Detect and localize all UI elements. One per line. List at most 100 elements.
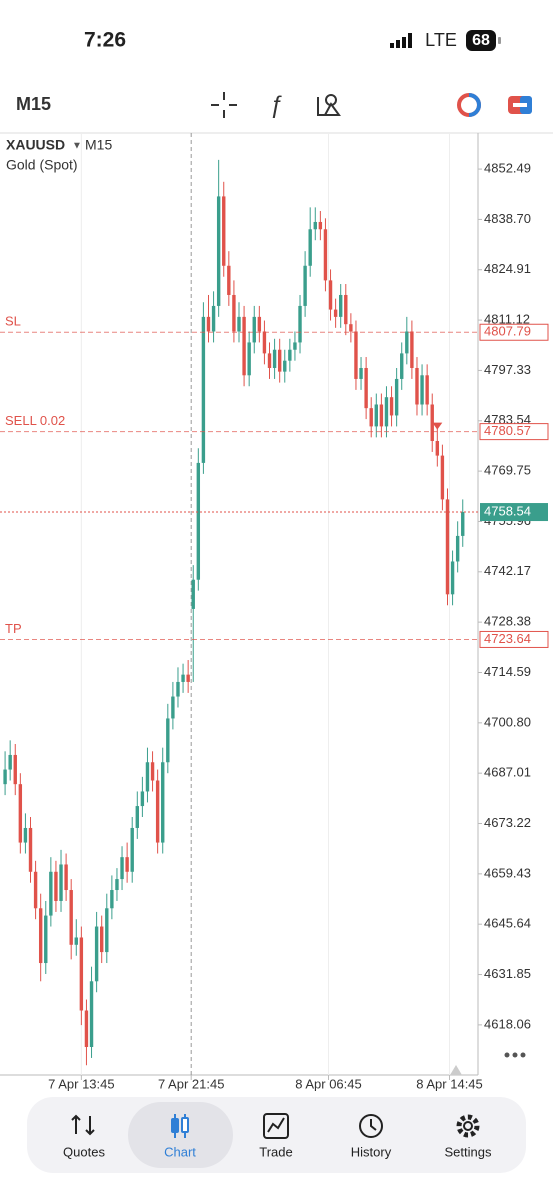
- tab-icon[interactable]: [456, 1114, 480, 1138]
- candle-body: [237, 316, 241, 332]
- candle-body: [125, 857, 129, 872]
- candle-body: [339, 294, 343, 317]
- candle-body: [89, 981, 94, 1047]
- y-tick-label: 4824.91: [484, 261, 531, 276]
- candle-body: [303, 265, 307, 306]
- candle-body: [354, 331, 358, 379]
- candle-body: [369, 408, 373, 427]
- candle-body: [94, 926, 99, 982]
- candle-body: [13, 754, 17, 785]
- candle-body: [145, 762, 150, 792]
- candle-body: [171, 696, 175, 719]
- candle-body: [374, 404, 378, 427]
- candle-body: [379, 404, 384, 427]
- candle-body: [161, 762, 165, 843]
- candle-body: [405, 331, 409, 354]
- level-price-box: [479, 423, 549, 441]
- candle-body: [191, 579, 195, 609]
- chart: 7 Apr 13:45 7 Apr 21:45 8 Apr 06:45 8 Apr 1…: [0, 133, 549, 1091]
- clock: 7:26: [84, 29, 126, 52]
- y-tick-label: 4673.22: [484, 815, 531, 830]
- indicators-button[interactable]: ƒ: [269, 91, 282, 118]
- active-tab-highlight: [128, 1102, 233, 1168]
- tab-label[interactable]: Settings: [445, 1144, 492, 1159]
- candle-body: [74, 937, 78, 945]
- candle-body: [150, 762, 155, 781]
- candle-body: [3, 769, 7, 785]
- current-price: 4758.54: [484, 503, 531, 518]
- y-tick-label: 4852.49: [484, 161, 531, 176]
- candle-body: [64, 864, 68, 891]
- y-tick-label: 4769.75: [484, 463, 531, 478]
- candle-body: [344, 294, 348, 325]
- tab-label[interactable]: Trade: [259, 1144, 292, 1159]
- candle-body: [79, 937, 84, 1011]
- tab-icon-part: [370, 1119, 377, 1131]
- candle-body: [105, 908, 109, 953]
- tab-icon[interactable]: [263, 1113, 289, 1139]
- objects-button[interactable]: [317, 94, 341, 116]
- y-tick-label: 4700.80: [484, 714, 531, 729]
- candle-body: [389, 397, 394, 416]
- candle-body: [54, 871, 58, 901]
- candle-body: [384, 397, 389, 427]
- candle-body: [318, 221, 323, 230]
- timeframe-button[interactable]: M15: [16, 94, 51, 114]
- candle-body: [252, 316, 256, 343]
- tab-icon-part: [171, 1118, 179, 1133]
- candle-body: [196, 462, 201, 580]
- tab-label[interactable]: Quotes: [63, 1144, 105, 1159]
- one-click-button[interactable]: [457, 93, 481, 117]
- scroll-marker: [450, 1065, 462, 1075]
- tab-icon-part: [71, 1114, 95, 1136]
- level-price: 4807.79: [484, 324, 531, 339]
- tab-icon[interactable]: [359, 1114, 383, 1138]
- y-tick-label: 4838.70: [484, 211, 531, 226]
- candle-body: [283, 360, 287, 372]
- candle-body: [420, 375, 424, 405]
- candle-body: [69, 890, 73, 945]
- tab-icon[interactable]: [171, 1114, 189, 1138]
- candle-body: [257, 316, 262, 332]
- tab-label[interactable]: Chart: [164, 1144, 196, 1159]
- level-price-box: [479, 323, 549, 341]
- candle-body: [181, 674, 185, 682]
- x-tick-label: 7 Apr 21:45: [158, 1076, 225, 1091]
- y-tick-label: 4645.64: [484, 916, 531, 931]
- candle-body: [455, 535, 460, 562]
- candle-body: [227, 265, 231, 295]
- more-button[interactable]: [504, 1052, 526, 1058]
- candle-body: [23, 827, 28, 843]
- candle-body: [140, 791, 145, 807]
- candle-body: [430, 404, 434, 442]
- network: LTE: [425, 30, 457, 50]
- candle-body: [84, 1010, 89, 1047]
- tab-icon-part: [267, 1117, 285, 1133]
- candle-body: [38, 908, 43, 964]
- candle-body: [59, 864, 63, 901]
- candle-body: [115, 879, 119, 891]
- chart-timeframe: M15: [85, 137, 112, 153]
- candle-body: [49, 871, 53, 916]
- symbol: XAUUSD: [6, 137, 65, 153]
- candle-body: [242, 316, 246, 376]
- tab-icon-part: [181, 1117, 189, 1133]
- candle-body: [323, 229, 328, 281]
- tab-label[interactable]: History: [351, 1144, 392, 1159]
- candle-body: [359, 367, 363, 379]
- x-tick-label: 8 Apr 14:45: [416, 1076, 483, 1091]
- candle-body: [450, 561, 455, 595]
- candle-body: [201, 316, 206, 463]
- candle-body: [313, 221, 317, 230]
- tab-icon[interactable]: [71, 1114, 95, 1136]
- y-tick-label: 4742.17: [484, 563, 531, 578]
- current-price-box: [480, 503, 548, 522]
- crosshair-button[interactable]: [211, 92, 237, 118]
- trade-button[interactable]: [508, 96, 532, 114]
- level-price-box: [479, 630, 549, 648]
- level-label: SELL 0.02: [5, 413, 65, 428]
- candle-body: [267, 353, 272, 368]
- battery-tip: [498, 37, 501, 44]
- candle-body: [186, 674, 190, 682]
